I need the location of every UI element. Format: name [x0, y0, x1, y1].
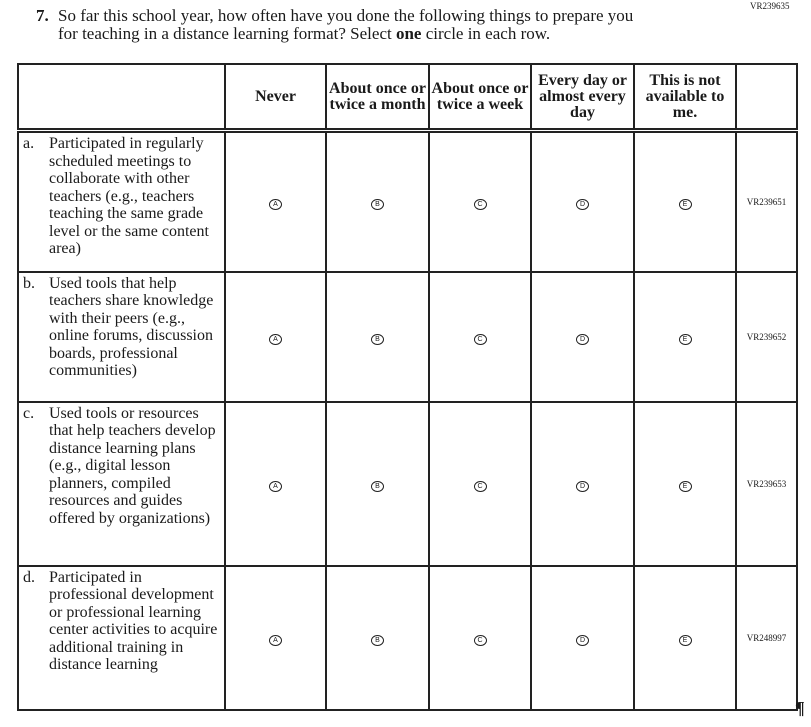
row-text: Used tools that help teachers share know…	[49, 274, 214, 380]
question-code: VR239635	[750, 1, 790, 11]
header-blank	[17, 63, 226, 132]
answer-bubble-c[interactable]: C	[473, 333, 487, 345]
row-letter: c.	[23, 404, 35, 422]
row-text: Used tools or resources that help teache…	[49, 404, 216, 527]
option-cell: D	[530, 564, 635, 711]
option-cell: A	[224, 129, 327, 273]
option-cell: D	[530, 400, 635, 567]
answer-bubble-a[interactable]: A	[269, 333, 282, 345]
question-line2: for teaching in a distance learning form…	[58, 24, 396, 43]
answer-bubble-a[interactable]: A	[269, 198, 282, 210]
answer-bubble-b[interactable]: B	[371, 198, 384, 210]
table-row: d. Participated in professional developme…	[17, 564, 798, 711]
answer-bubble-e[interactable]: E	[678, 480, 692, 492]
row-code: VR248997	[735, 564, 798, 711]
table-row: b. Used tools that help teachers share kn…	[17, 270, 798, 403]
option-cell: E	[633, 400, 737, 567]
row-label: c. Used tools or resources that help teac…	[17, 400, 226, 567]
answer-bubble-a[interactable]: A	[269, 480, 282, 492]
answer-bubble-b[interactable]: B	[371, 480, 384, 492]
emphasis: one	[395, 24, 422, 43]
row-text: Participated in professional development…	[49, 568, 218, 674]
option-cell: E	[633, 270, 737, 403]
question-line2-end: circle in each row.	[421, 24, 551, 43]
answer-bubble-a[interactable]: A	[269, 634, 282, 646]
option-cell: B	[325, 270, 430, 403]
question-text: 7. So far this school year, how often hav…	[36, 7, 633, 43]
answer-bubble-e[interactable]: E	[678, 634, 692, 646]
header-weekly: About once or twice a week	[428, 63, 532, 132]
row-text: Participated in regularly scheduled meet…	[49, 135, 209, 257]
answer-bubble-e[interactable]: E	[678, 198, 692, 210]
header-not-available: This is not available to me.	[633, 63, 737, 132]
answer-bubble-d[interactable]: D	[576, 634, 589, 646]
row-letter: b.	[23, 274, 35, 292]
answer-bubble-d[interactable]: D	[576, 333, 589, 345]
response-grid: Never About once or twice a month About …	[17, 63, 798, 711]
pilcrow: ¶	[795, 698, 805, 718]
answer-bubble-c[interactable]: C	[473, 480, 487, 492]
answer-bubble-d[interactable]: D	[576, 480, 589, 492]
header-code	[735, 63, 798, 132]
question-line1: So far this school year, how often have …	[58, 6, 634, 25]
answer-bubble-b[interactable]: B	[371, 333, 384, 345]
option-cell: C	[428, 129, 532, 273]
question-number: 7.	[36, 6, 49, 25]
table-row: a. Participated in regularly scheduled me…	[17, 129, 798, 273]
row-label: d. Participated in professional developme…	[17, 564, 226, 711]
option-cell: E	[633, 129, 737, 273]
header-never: Never	[224, 63, 327, 132]
row-code: VR239651	[735, 129, 798, 273]
option-cell: E	[633, 564, 737, 711]
option-cell: C	[428, 270, 532, 403]
answer-bubble-c[interactable]: C	[473, 198, 487, 210]
option-cell: B	[325, 129, 430, 273]
header-daily: Every day or almost every day	[530, 63, 635, 132]
option-cell: A	[224, 564, 327, 711]
option-cell: A	[224, 400, 327, 567]
option-cell: B	[325, 564, 430, 711]
header-row: Never About once or twice a month About …	[17, 63, 798, 132]
option-cell: C	[428, 400, 532, 567]
row-code: VR239652	[735, 270, 798, 403]
answer-bubble-e[interactable]: E	[678, 333, 692, 345]
header-monthly: About once or twice a month	[325, 63, 430, 132]
answer-bubble-c[interactable]: C	[473, 634, 487, 646]
option-cell: D	[530, 270, 635, 403]
row-label: b. Used tools that help teachers share kn…	[17, 270, 226, 403]
option-cell: A	[224, 270, 327, 403]
answer-bubble-d[interactable]: D	[576, 198, 589, 210]
table-row: c. Used tools or resources that help teac…	[17, 400, 798, 567]
row-letter: a.	[23, 135, 35, 152]
option-cell: C	[428, 564, 532, 711]
row-letter: d.	[23, 568, 35, 586]
row-label: a. Participated in regularly scheduled me…	[17, 129, 226, 273]
option-cell: B	[325, 400, 430, 567]
row-code: VR239653	[735, 400, 798, 567]
answer-bubble-b[interactable]: B	[371, 634, 384, 646]
option-cell: D	[530, 129, 635, 273]
